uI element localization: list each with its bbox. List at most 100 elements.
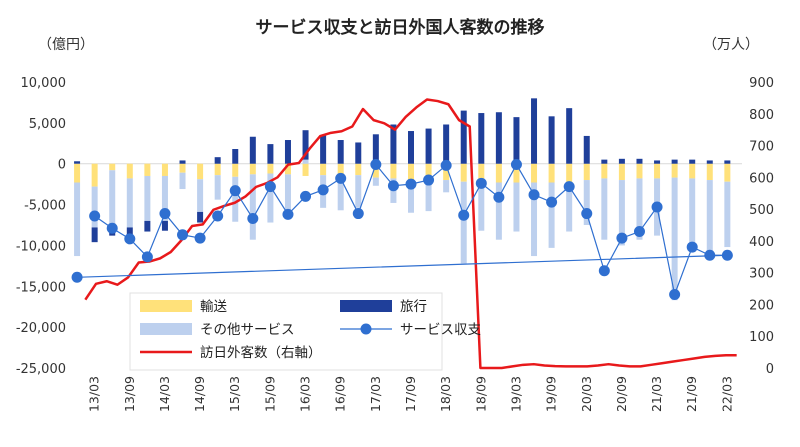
x-tick-label: 17/09 xyxy=(403,376,418,412)
x-tick-label: 18/03 xyxy=(438,376,453,412)
legend-label-visitors: 訪日外客数（右軸） xyxy=(200,344,322,361)
point-サービス収支 xyxy=(177,229,189,241)
y-right-tick-label: 500 xyxy=(749,203,774,218)
point-サービス収支 xyxy=(352,208,364,220)
bar-その他サービス xyxy=(478,181,485,231)
y-left-tick-label: 10,000 xyxy=(21,76,67,91)
point-サービス収支 xyxy=(440,159,452,171)
x-tick-label: 14/03 xyxy=(157,376,172,412)
point-サービス収支 xyxy=(458,209,470,221)
bar-その他サービス xyxy=(443,180,450,193)
point-サービス収支 xyxy=(704,249,716,261)
bar-その他サービス xyxy=(109,170,116,228)
bar-輸送 xyxy=(390,163,397,179)
point-サービス収支 xyxy=(141,251,153,263)
bar-輸送 xyxy=(583,163,590,181)
bar-旅行 xyxy=(636,158,643,164)
bar-輸送 xyxy=(425,163,432,179)
y-right-tick-label: 0 xyxy=(766,362,774,377)
bar-輸送 xyxy=(197,163,204,180)
left-axis-unit: （億円） xyxy=(38,37,94,53)
bar-輸送 xyxy=(109,163,116,171)
bar-その他サービス xyxy=(724,181,731,248)
point-サービス収支 xyxy=(598,265,610,277)
point-サービス収支 xyxy=(475,177,487,189)
bar-その他サービス xyxy=(302,159,309,164)
bar-その他サービス xyxy=(671,177,678,301)
bar-その他サービス xyxy=(144,175,151,221)
chart-title: サービス収支と訪日外国人客数の推移 xyxy=(256,17,545,38)
bar-輸送 xyxy=(706,163,713,181)
bar-旅行 xyxy=(390,124,397,164)
bar-その他サービス xyxy=(214,175,221,200)
y-right-tick-label: 200 xyxy=(749,298,774,313)
y-right-tick-label: 300 xyxy=(749,267,774,282)
bar-輸送 xyxy=(302,163,309,176)
x-axis: 13/03 13/09 14/03 14/09 15/03 15/09 16/03 16/09… xyxy=(87,376,735,412)
point-サービス収支 xyxy=(633,226,645,238)
x-tick-label: 13/09 xyxy=(122,376,137,412)
bar-輸送 xyxy=(320,163,327,176)
point-サービス収支 xyxy=(686,241,698,253)
legend-label-travel: 旅行 xyxy=(400,299,427,315)
bar-輸送 xyxy=(478,163,485,182)
bar-輸送 xyxy=(214,163,221,176)
bar-旅行 xyxy=(408,131,414,164)
point-サービス収支 xyxy=(159,208,171,220)
bar-輸送 xyxy=(284,163,291,175)
bars xyxy=(74,98,731,301)
bar-輸送 xyxy=(495,163,502,183)
bar-旅行 xyxy=(320,135,327,164)
bar-旅行 xyxy=(689,159,696,164)
bar-輸送 xyxy=(460,163,467,182)
bar-旅行 xyxy=(91,227,98,243)
bar-旅行 xyxy=(706,160,713,164)
lines xyxy=(71,98,737,370)
bar-旅行 xyxy=(232,149,239,164)
bar-旅行 xyxy=(443,124,450,164)
x-tick-label: 19/03 xyxy=(508,376,523,412)
bar-その他サービス xyxy=(706,180,713,254)
x-tick-label: 13/03 xyxy=(87,376,102,412)
bar-輸送 xyxy=(232,163,239,177)
bar-旅行 xyxy=(548,116,555,164)
point-サービス収支 xyxy=(106,222,118,234)
y-axis-right: 900 800 700 600 500 400 300 200 100 0 xyxy=(749,76,774,377)
point-サービス収支 xyxy=(264,181,276,193)
point-サービス収支 xyxy=(229,185,241,197)
bar-輸送 xyxy=(267,163,274,174)
bar-輸送 xyxy=(654,163,661,179)
point-サービス収支 xyxy=(194,232,206,244)
bar-その他サービス xyxy=(618,180,625,246)
line-訪日外客数（右軸） xyxy=(84,98,737,370)
bar-輸送 xyxy=(372,163,379,178)
point-サービス収支 xyxy=(669,288,681,300)
bar-輸送 xyxy=(249,163,256,175)
x-tick-label: 20/03 xyxy=(579,376,594,412)
bar-旅行 xyxy=(566,108,573,164)
x-tick-label: 19/09 xyxy=(544,376,559,412)
x-tick-label: 18/09 xyxy=(473,376,488,412)
point-サービス収支 xyxy=(212,210,224,222)
bar-その他サービス xyxy=(513,182,520,232)
bar-旅行 xyxy=(654,160,661,164)
y-right-tick-label: 900 xyxy=(749,76,774,91)
point-サービス収支 xyxy=(423,174,435,186)
bar-その他サービス xyxy=(161,175,168,221)
bar-輸送 xyxy=(548,163,555,183)
x-tick-label: 15/09 xyxy=(262,376,277,412)
y-left-tick-label: -10,000 xyxy=(16,239,66,254)
bar-旅行 xyxy=(601,159,608,164)
bar-旅行 xyxy=(724,160,731,164)
y-right-tick-label: 400 xyxy=(749,235,774,250)
bar-輸送 xyxy=(566,163,573,183)
bar-その他サービス xyxy=(425,178,432,212)
point-サービス収支 xyxy=(317,184,329,196)
bar-旅行 xyxy=(302,130,309,160)
bar-旅行 xyxy=(249,136,256,164)
y-left-tick-label: -15,000 xyxy=(16,280,66,295)
y-left-tick-label: -5,000 xyxy=(24,199,66,214)
point-サービス収支 xyxy=(528,189,540,201)
